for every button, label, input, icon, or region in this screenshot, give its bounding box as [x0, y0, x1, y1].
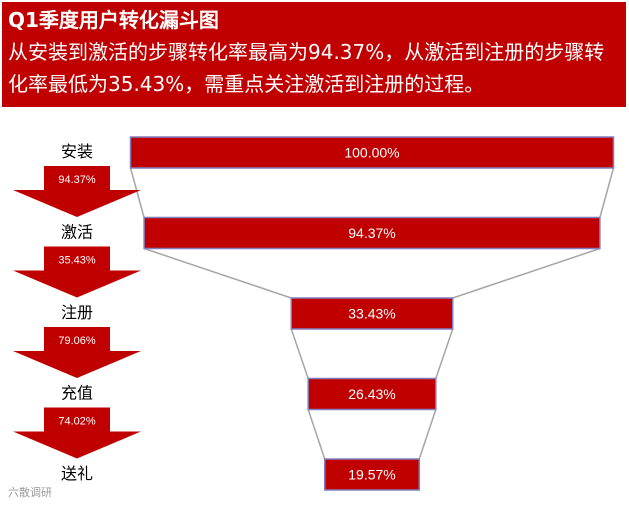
funnel-connector-left [129, 167, 145, 218]
watermark: 六散调研 [8, 486, 52, 499]
header-banner: Q1季度用户转化漏斗图 从安装到激活的步骤转化率最高为94.37%，从激活到注册… [2, 2, 626, 107]
page-subtitle: 从安装到激活的步骤转化率最高为94.37%，从激活到注册的步骤转化率最低为35.… [8, 40, 605, 96]
step-arrow [13, 246, 141, 298]
funnel-connector-right [599, 167, 615, 218]
funnel-connector-left [143, 247, 292, 299]
funnel-connector-left [290, 328, 309, 379]
funnel-bar [290, 297, 454, 330]
funnel-bar-label: 19.57% [348, 467, 395, 483]
funnel-bar [323, 458, 421, 491]
funnel-connector-right [418, 409, 437, 460]
funnel-bar [143, 216, 601, 250]
funnel-bar-label: 100.00% [344, 145, 399, 161]
step-arrow [13, 166, 141, 217]
stage-label: 送礼 [61, 464, 93, 483]
funnel-bar-label: 94.37% [348, 225, 395, 241]
funnel-bar [129, 136, 615, 169]
funnel-bar [307, 377, 437, 411]
funnel-bar-label: 33.43% [348, 306, 395, 322]
funnel-connector-left [307, 409, 326, 460]
step-arrow [13, 407, 141, 459]
page-title: Q1季度用户转化漏斗图 [8, 8, 219, 32]
funnel-bar-label: 26.43% [348, 386, 395, 402]
funnel-connector-right [452, 247, 601, 299]
step-rate-label: 74.02% [58, 416, 96, 428]
step-rate-label: 35.43% [58, 255, 96, 267]
stage-label: 激活 [61, 223, 93, 242]
stage-label: 安装 [61, 142, 93, 161]
step-rate-label: 79.06% [58, 335, 96, 347]
stage-label: 充值 [61, 384, 93, 403]
funnel-connector-right [435, 328, 454, 379]
step-arrow [13, 327, 141, 378]
step-rate-label: 94.37% [58, 174, 96, 186]
stage-label: 注册 [61, 303, 93, 322]
